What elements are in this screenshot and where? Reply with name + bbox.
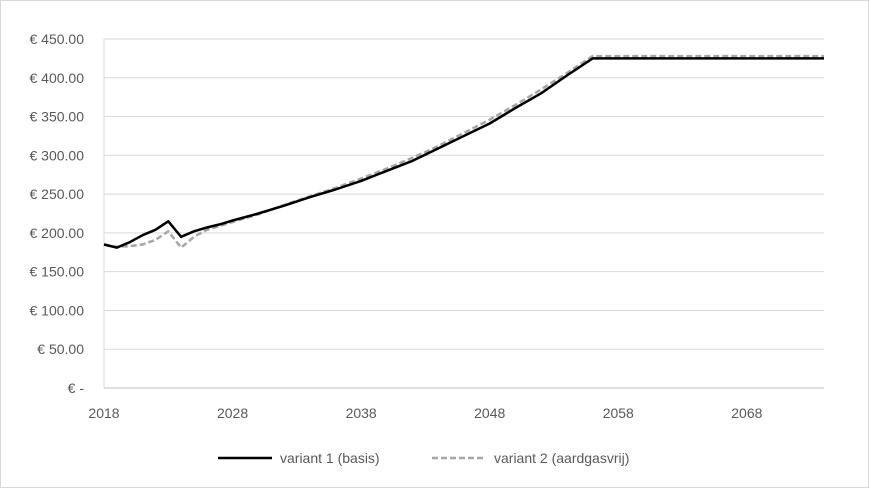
x-tick-label: 2068 xyxy=(731,405,762,421)
x-tick-label: 2038 xyxy=(346,405,377,421)
gridlines xyxy=(104,38,824,350)
y-tick-label: € 300.00 xyxy=(30,147,85,163)
axes xyxy=(103,39,824,389)
y-axis-labels: € - € 50.00 € 100.00 € 150.00 € 200.00 € 250.… xyxy=(30,31,85,396)
legend-label-2: variant 2 (aardgasvrij) xyxy=(494,450,629,466)
x-tick-label: 2028 xyxy=(217,405,248,421)
x-tick-label: 2058 xyxy=(603,405,634,421)
y-tick-label: € 350.00 xyxy=(30,109,85,125)
series-line-2 xyxy=(103,54,824,249)
x-tick-label: 2018 xyxy=(88,405,119,421)
x-tick-label: 2048 xyxy=(474,405,505,421)
legend-label-1: variant 1 (basis) xyxy=(280,450,380,466)
y-tick-label: € 150.00 xyxy=(30,264,85,280)
y-tick-label: € 450.00 xyxy=(30,31,85,47)
y-tick-label: € 100.00 xyxy=(30,302,85,318)
x-axis-labels: 2018 2028 2038 2048 2058 2068 xyxy=(88,405,762,421)
legend: variant 1 (basis) variant 2 (aardgasvrij) xyxy=(218,450,629,466)
y-tick-label: € - xyxy=(68,380,85,396)
series-lines xyxy=(103,54,824,249)
series-line-1 xyxy=(103,57,824,249)
y-tick-label: € 50.00 xyxy=(37,341,84,357)
y-tick-label: € 200.00 xyxy=(30,225,85,241)
y-tick-label: € 250.00 xyxy=(30,186,85,202)
y-tick-label: € 400.00 xyxy=(30,70,85,86)
